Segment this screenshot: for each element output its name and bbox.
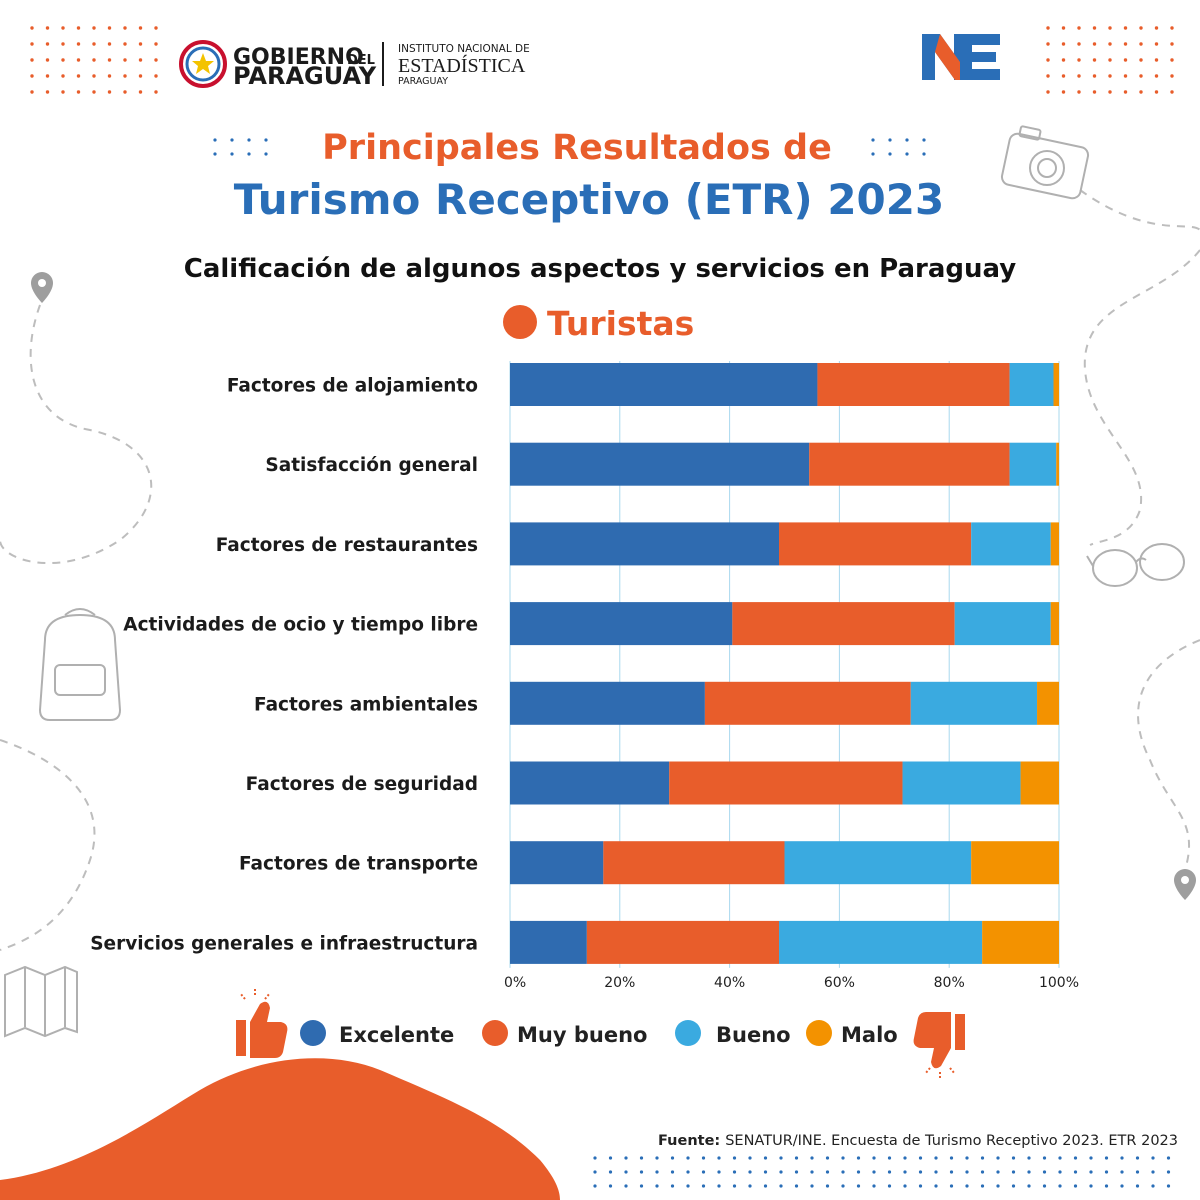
legend-swatch-muy-bueno [482,1020,508,1046]
bar-segment-malo [1037,681,1059,725]
bar-segment-excelente [510,681,705,725]
x-tick-label: 40% [714,975,745,991]
decorative-dashed-paths [0,189,1200,951]
ine-logo [922,34,1000,80]
bar-segment-bueno [784,841,972,885]
bar-segment-muy-bueno [586,920,780,964]
map-icon [4,965,78,1038]
camera-icon [1000,125,1090,200]
ine-line1-text: INSTITUTO NACIONAL DE [398,43,530,55]
ine-line2-text: ESTADÍSTICA [398,54,526,77]
chart-title: Calificación de algunos aspectos y servi… [184,254,1017,284]
bar-segment-muy-bueno [779,522,972,566]
source-label: Fuente: [658,1133,720,1149]
bar-segment-muy-bueno [817,363,1010,406]
bar-segment-excelente [510,841,604,885]
category-label: Satisfacción general [265,455,478,476]
bar-segment-muy-bueno [704,681,911,725]
source-note: Fuente: SENATUR/INE. Encuesta de Turismo … [658,1133,1178,1149]
bar-segment-bueno [902,761,1021,805]
legend-swatch-excelente [300,1020,326,1046]
backpack-icon [38,608,122,721]
bar-segment-muy-bueno [732,602,955,646]
thumbs-up-icon [236,987,288,1058]
sunglasses-icon [1086,543,1185,587]
decorative-hill [0,1058,560,1200]
bar-segment-muy-bueno [809,442,1010,486]
category-label: Factores ambientales [254,694,478,715]
bar-segment-muy-bueno [603,841,785,885]
legend-label-excelente: Excelente [339,1023,454,1047]
legend: Excelente Muy bueno Bueno Malo [236,987,965,1080]
title-line1: Principales Resultados de [322,128,832,168]
bar-segment-bueno [1009,442,1057,486]
bar-segment-excelente [510,442,810,486]
bar-segment-bueno [779,920,983,964]
x-tick-label: 100% [1039,975,1079,991]
x-axis-ticks: 0% 20% 40% 60% 80% 100% [504,975,1079,991]
bar-segment-excelente [510,920,587,964]
bar-segment-malo [1050,602,1059,646]
bar-segment-bueno [1009,363,1054,406]
bar-segment-malo [982,920,1059,964]
bar-segment-bueno [910,681,1038,725]
x-tick-label: 80% [934,975,965,991]
paraguay-text: PARAGUAY [233,62,377,90]
bar-segment-muy-bueno [669,761,903,805]
gobierno-text: GOBIERNO [233,45,364,70]
bar-segment-malo [971,841,1059,885]
chart-subtitle: Turistas [547,304,694,343]
legend-swatch-malo [806,1020,832,1046]
bar-segment-excelente [510,363,818,406]
x-tick-label: 0% [504,975,526,991]
bar-segment-malo [1050,522,1059,566]
bar-segment-bueno [954,602,1051,646]
gobierno-del-text: DEL [347,53,375,68]
chart-bars [510,363,1059,964]
bar-segment-malo [1056,442,1059,486]
category-labels: Factores de alojamiento Satisfacción gene… [90,376,478,955]
category-label: Factores de alojamiento [227,376,478,397]
bar-segment-malo [1020,761,1059,805]
source-text: SENATUR/INE. Encuesta de Turismo Recepti… [725,1133,1178,1149]
x-tick-label: 60% [824,975,855,991]
bar-segment-excelente [510,602,733,646]
turistas-dot [503,305,537,339]
bar-segment-bueno [971,522,1051,566]
bar-segment-excelente [510,522,780,566]
thumbs-down-icon [913,1012,965,1080]
category-label: Servicios generales e infraestructura [90,933,478,954]
legend-label-malo: Malo [841,1023,898,1047]
category-label: Actividades de ocio y tiempo libre [123,615,478,636]
gobierno-paraguay-logo: GOBIERNO DEL PARAGUAY INSTITUTO NACIONAL… [179,40,530,90]
category-label: Factores de restaurantes [216,535,478,556]
decorative-dots [30,26,1174,1188]
title-line2: Turismo Receptivo (ETR) 2023 [234,175,944,224]
ine-line3-text: PARAGUAY [398,76,448,87]
legend-swatch-bueno [675,1020,701,1046]
category-label: Factores de transporte [239,854,478,875]
legend-label-bueno: Bueno [716,1023,791,1047]
legend-label-muy-bueno: Muy bueno [517,1023,647,1047]
x-tick-label: 20% [604,975,635,991]
bar-segment-excelente [510,761,670,805]
location-pin-icon [1174,869,1196,900]
bar-segment-malo [1053,363,1059,406]
location-pin-icon [31,272,53,303]
category-label: Factores de seguridad [246,774,478,795]
